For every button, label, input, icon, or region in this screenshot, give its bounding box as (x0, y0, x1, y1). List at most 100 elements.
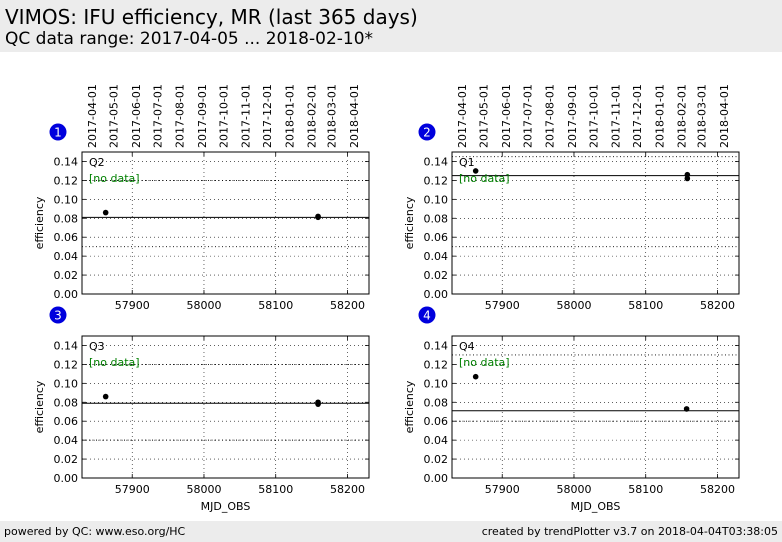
plot-frame (81, 151, 370, 295)
x-tick-label: 58100 (628, 299, 663, 312)
panel-badge-number: 3 (54, 309, 62, 323)
date-tick-label: 2018-01-01 (653, 84, 666, 148)
date-tick-label: 2017-05-01 (108, 84, 121, 148)
y-tick-label: 0.06 (54, 231, 79, 244)
y-axis-label: efficiency (33, 196, 46, 249)
no-data-note: [no data] (89, 356, 140, 369)
panel-label: Q2 (89, 156, 105, 169)
page-title: VIMOS: IFU efficiency, MR (last 365 days… (5, 5, 418, 29)
data-point (472, 373, 479, 380)
y-tick-label: 0.12 (424, 358, 449, 371)
y-tick-label: 0.02 (424, 269, 449, 282)
chart-panel-4: 0.00 0.02 0.04 0.06 0.08 0.10 0.12 0.14 57900 580… (403, 306, 740, 513)
x-axis-label: MJD_OBS (201, 500, 251, 513)
panel-badge-number: 2 (423, 126, 431, 140)
date-tick-label: 2017-12-01 (631, 84, 644, 148)
no-data-note: [no data] (459, 356, 510, 369)
plot-frame (81, 335, 370, 479)
y-tick-label: 0.12 (424, 174, 449, 187)
plot-area (82, 152, 369, 294)
x-tick-label: 58000 (556, 299, 591, 312)
y-tick-label: 0.12 (54, 174, 79, 187)
data-point (315, 214, 321, 221)
footer-credit: powered by QC: www.eso.org/HC (4, 525, 186, 538)
y-tick-label: 0.00 (424, 288, 449, 301)
y-tick-label: 0.02 (424, 453, 449, 466)
y-tick-label: 0.10 (54, 193, 79, 206)
y-tick-label: 0.08 (424, 396, 449, 409)
chart-panel-3: 0.00 0.02 0.04 0.06 0.08 0.10 0.12 0.14 57900 580… (33, 306, 370, 513)
chart-panel-2: 0.00 0.02 0.04 0.06 0.08 0.10 0.12 0.14 57900 580… (403, 84, 740, 312)
plot-frame (451, 335, 740, 479)
date-tick-label: 2018-03-01 (326, 84, 339, 148)
date-tick-label: 2017-06-01 (130, 84, 143, 148)
x-tick-label: 58200 (700, 483, 735, 496)
y-tick-label: 0.00 (54, 288, 79, 301)
date-tick-label: 2017-05-01 (478, 84, 491, 148)
date-tick-label: 2017-09-01 (566, 84, 579, 148)
date-tick-label: 2018-02-01 (676, 84, 689, 148)
x-tick-label: 58200 (330, 299, 365, 312)
charts-canvas: 0.00 0.02 0.04 0.06 0.08 0.10 0.12 0.14 57900 580… (33, 84, 740, 513)
y-tick-label: 0.04 (424, 250, 449, 263)
date-tick-label: 2017-10-01 (587, 84, 600, 148)
date-tick-label: 2017-04-01 (456, 84, 469, 148)
x-tick-label: 57900 (115, 483, 150, 496)
no-data-note: [no data] (89, 172, 140, 185)
data-point (472, 168, 479, 174)
plot-area (452, 336, 739, 478)
panel-badge (49, 123, 67, 141)
y-tick-label: 0.08 (54, 212, 79, 225)
panel-label: Q1 (459, 156, 475, 169)
date-tick-label: 2018-01-01 (283, 84, 296, 148)
y-tick-label: 0.14 (424, 155, 449, 168)
x-tick-label: 58200 (330, 483, 365, 496)
x-tick-label: 57900 (485, 299, 520, 312)
date-tick-label: 2017-11-01 (610, 84, 623, 148)
y-tick-label: 0.00 (424, 472, 449, 485)
y-axis-label: efficiency (403, 196, 416, 249)
y-tick-label: 0.06 (424, 231, 449, 244)
y-axis-label: efficiency (33, 380, 46, 433)
x-tick-label: 58000 (186, 483, 221, 496)
y-tick-label: 0.12 (54, 358, 79, 371)
date-tick-label: 2018-03-01 (696, 84, 709, 148)
panel-badge (418, 123, 436, 141)
header-bar: VIMOS: IFU efficiency, MR (last 365 days… (0, 0, 782, 52)
y-tick-label: 0.08 (54, 396, 79, 409)
panel-badge (49, 306, 67, 324)
panel-badge-number: 4 (423, 309, 431, 323)
date-tick-label: 2017-08-01 (174, 84, 187, 148)
x-tick-label: 58100 (258, 299, 293, 312)
plots-area: 0.00 0.02 0.04 0.06 0.08 0.10 0.12 0.14 57900 580… (0, 52, 782, 521)
panel-label: Q3 (89, 340, 105, 353)
x-tick-label: 58200 (700, 299, 735, 312)
x-tick-label: 57900 (485, 483, 520, 496)
y-tick-label: 0.02 (54, 453, 79, 466)
data-point (102, 209, 109, 216)
y-tick-label: 0.14 (424, 339, 449, 352)
y-tick-label: 0.14 (54, 339, 79, 352)
footer-generator: created by trendPlotter v3.7 on 2018-04-… (481, 525, 778, 538)
x-tick-label: 58100 (628, 483, 663, 496)
y-tick-label: 0.04 (54, 434, 79, 447)
date-tick-label: 2017-11-01 (240, 84, 253, 148)
x-tick-label: 58000 (556, 483, 591, 496)
y-tick-label: 0.00 (54, 472, 79, 485)
panel-badge-number: 1 (54, 126, 62, 140)
date-tick-label: 2017-04-01 (86, 84, 99, 148)
y-tick-label: 0.10 (54, 377, 79, 390)
page-subtitle: QC data range: 2017-04-05 ... 2018-02-10… (5, 29, 374, 49)
panel-label: Q4 (459, 340, 475, 353)
panel-badge (418, 306, 436, 324)
date-tick-label: 2018-04-01 (718, 84, 731, 148)
y-tick-label: 0.02 (54, 269, 79, 282)
y-tick-label: 0.10 (424, 377, 449, 390)
plot-frame (451, 151, 740, 295)
date-tick-label: 2017-09-01 (196, 84, 209, 148)
date-tick-label: 2017-12-01 (261, 84, 274, 148)
footer-bar: powered by QC: www.eso.org/HC created by… (0, 521, 782, 542)
chart-panel-1: 0.00 0.02 0.04 0.06 0.08 0.10 0.12 0.14 57900 580… (33, 84, 370, 312)
y-tick-label: 0.04 (424, 434, 449, 447)
y-tick-label: 0.08 (424, 212, 449, 225)
